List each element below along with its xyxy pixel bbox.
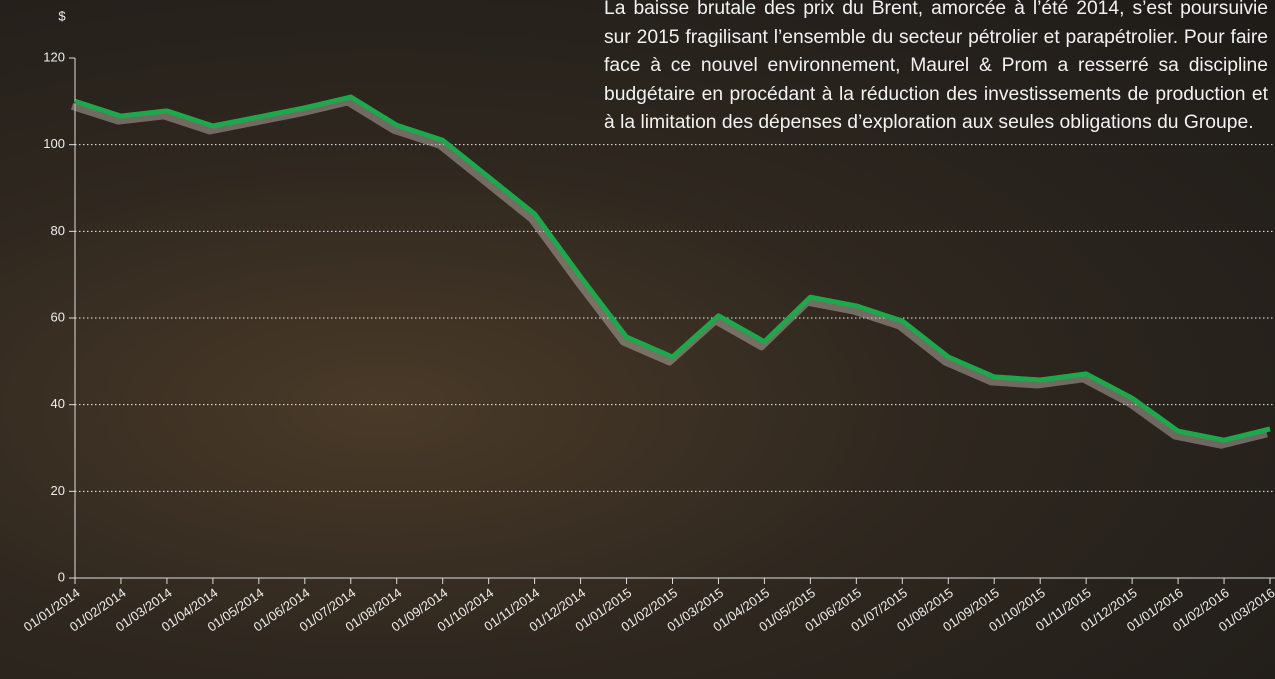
y-tick-label: 20 xyxy=(51,483,65,498)
y-tick-label: 40 xyxy=(51,396,65,411)
y-tick-label: 120 xyxy=(43,49,65,64)
y-axis-label: $ xyxy=(58,8,66,23)
line xyxy=(75,97,1270,440)
y-tick-label: 100 xyxy=(43,136,65,151)
page: $ 02040608010012001/01/201401/02/201401/… xyxy=(0,0,1275,679)
line-shadow xyxy=(72,102,1267,445)
annotation: La baisse brutale des prix du Brent, amo… xyxy=(604,0,1268,138)
y-tick-label: 60 xyxy=(51,309,65,324)
y-tick-label: 0 xyxy=(58,569,65,584)
y-tick-label: 80 xyxy=(51,223,65,238)
